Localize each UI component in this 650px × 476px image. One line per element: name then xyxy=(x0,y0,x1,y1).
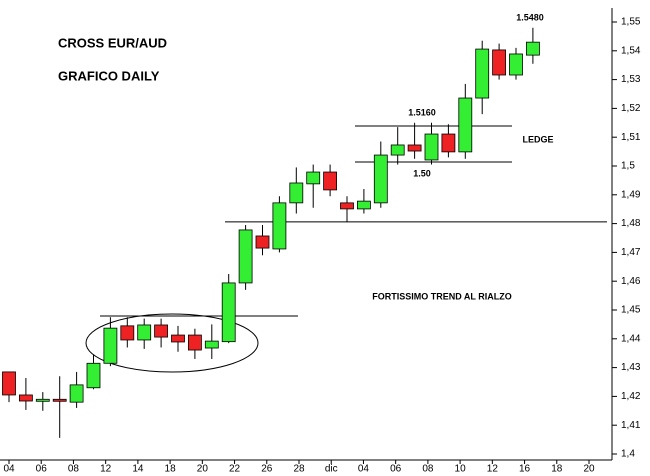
x-tick-label: 04 xyxy=(358,464,370,475)
y-tick-label: 1,46 xyxy=(621,276,641,287)
candle-body xyxy=(373,154,388,204)
candle-body xyxy=(137,324,152,341)
candle-body xyxy=(52,398,67,402)
x-tick-label: 08 xyxy=(68,464,80,475)
x-tick-label: 22 xyxy=(229,464,241,475)
y-tick-label: 1,5 xyxy=(621,161,635,172)
y-tick-label: 1,54 xyxy=(621,45,641,56)
x-tick-label: 18 xyxy=(165,464,177,475)
x-tick-label: 08 xyxy=(422,464,434,475)
y-tick-label: 1,48 xyxy=(621,218,641,229)
y-tick-label: 1,53 xyxy=(621,74,641,85)
y-tick-label: 1,45 xyxy=(621,305,641,316)
highlight-ellipse xyxy=(85,313,259,373)
candle-body xyxy=(255,235,270,249)
candle-body xyxy=(221,282,236,343)
y-tick-label: 1,42 xyxy=(621,391,641,402)
x-tick-label: dic xyxy=(325,464,338,475)
candle-body xyxy=(526,41,540,56)
candle-body xyxy=(475,48,490,99)
candle-body xyxy=(492,49,507,76)
y-tick-label: 1,4 xyxy=(621,449,635,460)
y-tick-label: 1,55 xyxy=(621,17,641,28)
candle-body xyxy=(69,384,84,403)
candle-body xyxy=(154,324,169,338)
y-tick-label: 1,51 xyxy=(621,132,641,143)
x-tick-label: 20 xyxy=(197,464,209,475)
x-tick-label: 18 xyxy=(551,464,563,475)
annotation: 1.50 xyxy=(413,168,431,178)
annotation: 1.5480 xyxy=(516,12,544,22)
x-tick-label: 10 xyxy=(455,464,467,475)
candle-body xyxy=(323,171,338,191)
x-tick-label: 20 xyxy=(583,464,595,475)
candle-body xyxy=(120,325,135,341)
candle-body xyxy=(171,334,185,343)
candle-body xyxy=(340,202,354,210)
candle-body xyxy=(407,144,422,152)
candle-body xyxy=(390,144,405,156)
candle-body xyxy=(509,53,523,76)
annotation: 1.5160 xyxy=(408,107,436,117)
candle-body xyxy=(2,371,16,396)
y-tick-label: 1,49 xyxy=(621,189,641,200)
x-tick-label: 06 xyxy=(36,464,48,475)
y-tick-label: 1,52 xyxy=(621,103,641,114)
x-tick-label: 16 xyxy=(519,464,531,475)
y-tick-label: 1,43 xyxy=(621,362,641,373)
x-tick-label: 28 xyxy=(293,464,305,475)
candle-body xyxy=(18,394,33,402)
x-tick-label: 06 xyxy=(390,464,402,475)
candle-body xyxy=(103,327,118,364)
candle-body xyxy=(424,133,439,161)
y-tick-label: 1,44 xyxy=(621,333,641,344)
candle-body xyxy=(441,133,456,153)
x-tick-label: 14 xyxy=(132,464,144,475)
candle-body xyxy=(272,202,287,250)
candle-body xyxy=(86,362,101,389)
annotation: FORTISSIMO TREND AL RIALZO xyxy=(372,291,512,301)
annotation: LEDGE xyxy=(522,134,553,144)
candle-body xyxy=(306,171,321,185)
candle-body xyxy=(187,334,202,351)
x-tick-label: 04 xyxy=(3,464,15,475)
candle-body xyxy=(356,200,371,210)
x-tick-label: 12 xyxy=(487,464,499,475)
candle-body xyxy=(204,340,219,349)
y-tick-label: 1,41 xyxy=(621,420,641,431)
x-tick-label: 26 xyxy=(261,464,273,475)
chart-subtitle: GRAFICO DAILY xyxy=(58,68,160,83)
y-tick-label: 1,47 xyxy=(621,247,641,258)
candle-body xyxy=(35,398,50,402)
candle-body xyxy=(238,229,253,284)
chart-title: CROSS EUR/AUD xyxy=(58,35,167,50)
candle-body xyxy=(289,182,304,204)
candle-body xyxy=(458,97,473,153)
x-tick-label: 12 xyxy=(100,464,112,475)
